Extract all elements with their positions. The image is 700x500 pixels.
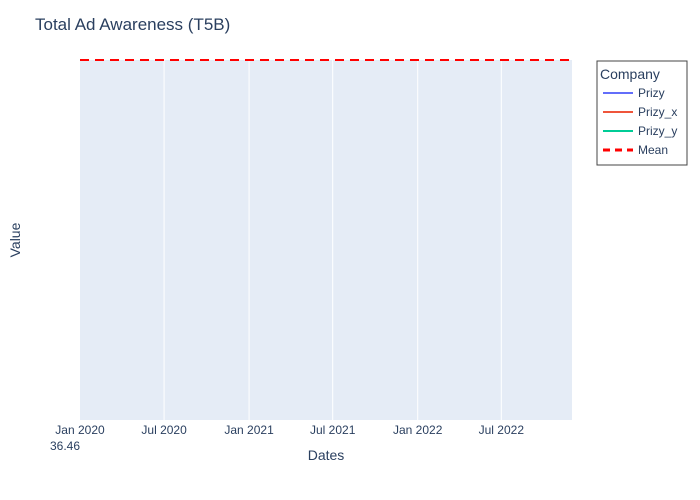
- legend-label: Prizy_x: [638, 105, 677, 119]
- x-tick-label: Jan 2021: [224, 423, 274, 437]
- legend-item[interactable]: Prizy: [603, 86, 665, 100]
- legend-entries: Prizy Prizy_x Prizy_y Mean: [603, 86, 677, 157]
- x-axis-ticks: Jan 2020 36.46 Jul 2020 Jan 2021 Jul 2021 Jan…: [50, 423, 524, 453]
- grid-lines: [163, 60, 502, 420]
- x-tick-label: Jul 2020: [141, 423, 187, 437]
- plot-area: [80, 60, 572, 420]
- legend-label: Mean: [638, 143, 668, 157]
- legend-label: Prizy_y: [638, 124, 677, 138]
- x-tick-label: Jul 2021: [310, 423, 356, 437]
- chart-title: Total Ad Awareness (T5B): [35, 15, 230, 34]
- legend-item[interactable]: Prizy_x: [603, 105, 677, 119]
- legend-item[interactable]: Prizy_y: [603, 124, 677, 138]
- x-tick-label: Jan 2020: [55, 423, 105, 437]
- x-tick-label: Jul 2022: [479, 423, 525, 437]
- x-tick-label: Jan 2022: [393, 423, 443, 437]
- x-tick-sublabel: 36.46: [50, 439, 80, 453]
- legend-item[interactable]: Mean: [603, 143, 668, 157]
- legend: Company Prizy Prizy_x Prizy_y Mean: [596, 60, 688, 166]
- y-axis-title: Value: [7, 222, 23, 257]
- legend-label: Prizy: [638, 86, 665, 100]
- legend-title: Company: [600, 66, 660, 82]
- x-axis-title: Dates: [308, 447, 345, 463]
